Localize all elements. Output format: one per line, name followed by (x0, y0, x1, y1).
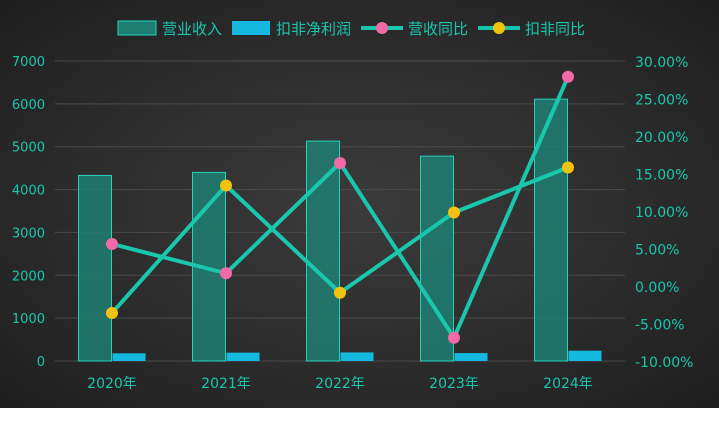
x-tick-label: 2022年 (315, 376, 365, 392)
y-right-tick-label: 25.00% (635, 93, 688, 109)
y-right-tick-label: 10.00% (635, 205, 688, 221)
bar-net-profit (568, 350, 602, 361)
y-right-tick-label: 5.00% (635, 243, 679, 259)
combo-chart: 0 1000 2000 3000 4000 5000 6000 7000 -10.00% -5.0… (12, 20, 694, 392)
y-left-tick-label: 5000 (12, 141, 45, 156)
y-left-tick-label: 3000 (12, 226, 45, 241)
legend-label: 营业收入 (162, 20, 222, 38)
y-left-tick-label: 6000 (12, 98, 45, 113)
point-revenue-yoy (106, 238, 118, 250)
bar-net-profit (226, 352, 260, 361)
point-profit-yoy (220, 179, 232, 192)
y-left-tick-label: 0 (37, 355, 45, 370)
y-left-tick-label: 1000 (12, 312, 45, 327)
x-tick-label: 2020年 (87, 376, 137, 392)
bar-net-profit (112, 353, 146, 361)
point-profit-yoy (334, 286, 346, 299)
y-right-tick-label: -10.00% (635, 355, 693, 371)
point-revenue-yoy (334, 157, 346, 169)
point-revenue-yoy (562, 70, 574, 83)
legend-marker-profit-yoy (493, 22, 506, 34)
chart-panel: 0 1000 2000 3000 4000 5000 6000 7000 -10.00% -5.0… (0, 0, 719, 408)
point-revenue-yoy (448, 331, 460, 344)
point-profit-yoy (106, 307, 118, 319)
point-profit-yoy (562, 161, 574, 174)
point-profit-yoy (448, 206, 460, 219)
y-left-tick-label: 4000 (12, 184, 45, 199)
y-right-tick-label: 20.00% (635, 130, 688, 146)
x-tick-label: 2021年 (201, 376, 251, 392)
legend-swatch-revenue (117, 20, 157, 36)
x-tick-label: 2023年 (429, 376, 479, 392)
y-right-tick-label: 15.00% (635, 168, 688, 184)
y-right-tick-label: 30.00% (635, 55, 688, 71)
point-revenue-yoy (220, 267, 232, 280)
bar-revenue (78, 174, 112, 362)
y-right-tick-label: 0.00% (635, 280, 679, 296)
bar-net-profit (454, 353, 488, 361)
bar-revenue (306, 140, 340, 362)
legend-label: 扣非同比 (525, 20, 585, 38)
legend-marker-revenue-yoy (376, 22, 389, 34)
y-left-tick-label: 7000 (12, 55, 45, 70)
x-tick-label: 2024年 (543, 376, 593, 392)
legend-label: 扣非净利润 (276, 20, 351, 38)
bar-net-profit (340, 352, 374, 361)
y-left-tick-label: 2000 (12, 269, 45, 284)
legend-label: 营收同比 (408, 20, 468, 38)
legend-swatch-net-profit (232, 21, 271, 35)
y-right-tick-label: -5.00% (635, 318, 685, 334)
